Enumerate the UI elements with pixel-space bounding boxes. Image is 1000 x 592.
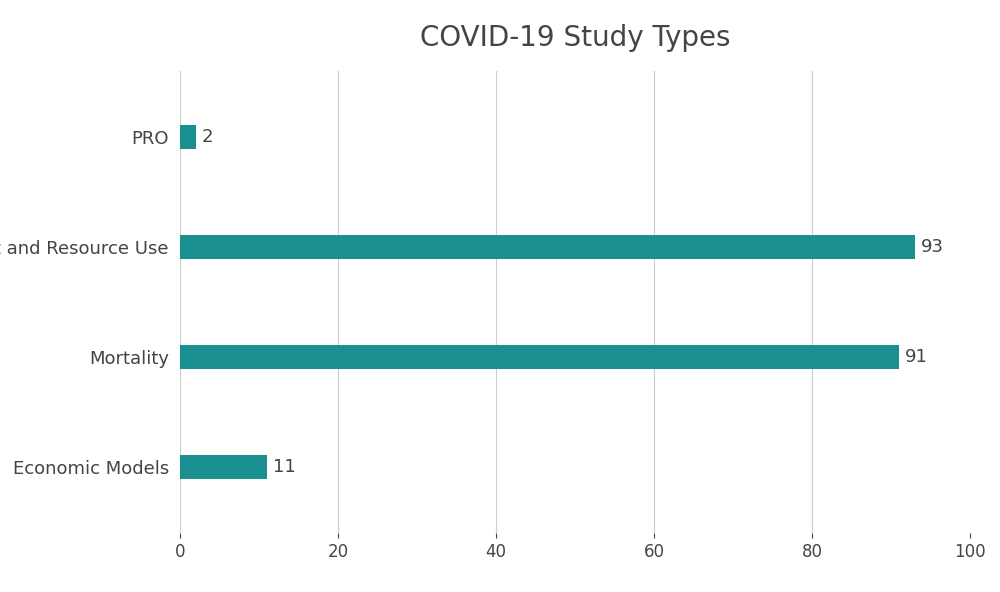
- Text: 93: 93: [921, 238, 944, 256]
- Bar: [180, 455, 267, 479]
- Bar: [180, 235, 915, 259]
- Text: 2: 2: [202, 128, 214, 146]
- Bar: [180, 345, 899, 369]
- Text: 91: 91: [905, 348, 928, 366]
- Bar: [180, 125, 196, 149]
- Title: COVID-19 Study Types: COVID-19 Study Types: [420, 24, 730, 52]
- Text: 11: 11: [273, 458, 296, 476]
